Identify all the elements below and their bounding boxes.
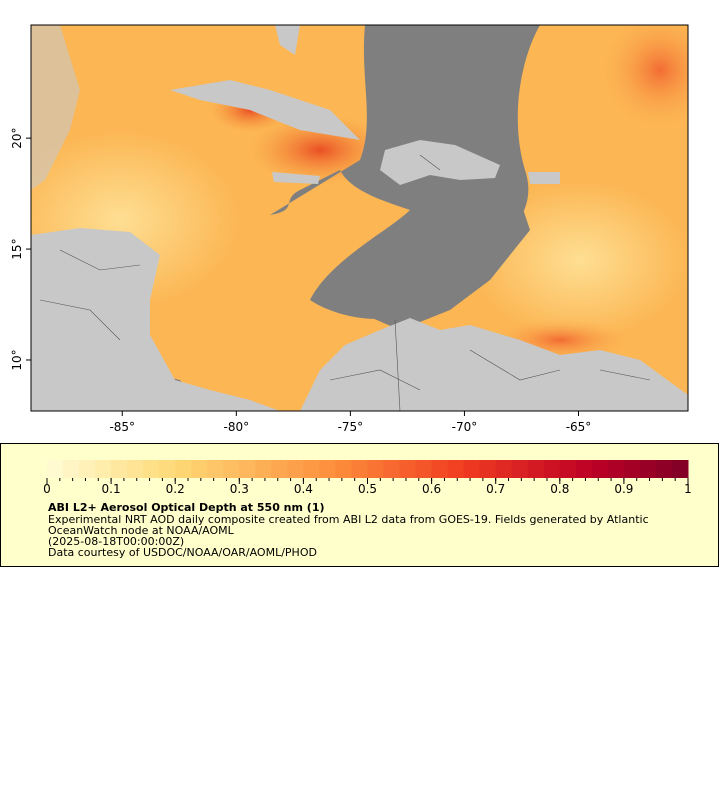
colorbar-swatch — [255, 460, 272, 478]
colorbar-swatch — [431, 460, 449, 478]
colorbar-tick-label: 0 — [43, 482, 51, 496]
land — [31, 228, 280, 411]
colorbar-swatch — [319, 460, 336, 478]
colorbar-swatch — [623, 460, 641, 478]
legend-line: OceanWatch node at NOAA/AOML — [48, 524, 235, 537]
colorbar-swatch — [111, 460, 128, 478]
colorbar-swatch — [559, 460, 577, 478]
colorbar-tick-label: 0.5 — [358, 482, 377, 496]
colorbar-swatch — [47, 460, 64, 478]
colorbar-swatch — [95, 460, 112, 478]
colorbar-swatch — [63, 460, 80, 478]
y-tick-label: 20° — [10, 127, 24, 148]
colorbar-swatch — [175, 460, 192, 478]
colorbar-swatch — [191, 460, 208, 478]
colorbar-swatch — [639, 460, 657, 478]
colorbar-swatch — [447, 460, 465, 478]
colorbar-tick-label: 0.3 — [230, 482, 249, 496]
colorbar-swatch — [511, 460, 529, 478]
land — [31, 25, 80, 190]
x-tick-label: -80° — [224, 420, 250, 434]
land — [170, 25, 360, 140]
colorbar-swatch — [335, 460, 352, 478]
colorbar-swatch — [655, 460, 673, 478]
colorbar-swatch — [159, 460, 176, 478]
colorbar-tick-label: 0.4 — [294, 482, 313, 496]
colorbar-tick-label: 0.1 — [102, 482, 121, 496]
legend-line: Experimental NRT AOD daily composite cre… — [48, 513, 649, 526]
borders — [39, 154, 651, 411]
colorbar-swatch — [463, 460, 481, 478]
colorbar-swatch — [479, 460, 497, 478]
map-field — [31, 25, 688, 411]
colorbar-tick-label: 0.2 — [166, 482, 185, 496]
colorbar-swatch — [671, 460, 689, 478]
y-tick-label: 10° — [10, 349, 24, 370]
legend-line: (2025-08-18T00:00:00Z) — [48, 535, 184, 548]
colorbar-swatch — [383, 460, 401, 478]
colorbar-swatch — [143, 460, 160, 478]
colorbar-swatch — [607, 460, 625, 478]
colorbar-tick-label: 0.6 — [422, 482, 441, 496]
colorbar-tick-label: 1 — [684, 482, 692, 496]
colorbar-swatch — [367, 460, 385, 478]
colorbar-tick-label: 0.8 — [550, 482, 569, 496]
colorbar-swatch — [239, 460, 256, 478]
colorbar-swatch — [575, 460, 593, 478]
colorbar-swatch — [207, 460, 224, 478]
land — [272, 140, 560, 185]
x-tick-label: -85° — [109, 420, 135, 434]
legend-title: ABI L2+ Aerosol Optical Depth at 550 nm … — [48, 501, 325, 514]
colorbar-swatch — [223, 460, 240, 478]
colorbar-tick-label: 0.7 — [486, 482, 505, 496]
colorbar-swatch — [527, 460, 545, 478]
map-frame — [30, 24, 689, 412]
legend-line: Data courtesy of USDOC/NOAA/OAR/AOML/PHO… — [48, 546, 317, 559]
y-tick-label: 15° — [10, 238, 24, 259]
colorbar-swatch — [271, 460, 288, 478]
colorbar-swatch — [303, 460, 320, 478]
colorbar-swatch — [127, 460, 144, 478]
colorbar-swatch — [495, 460, 513, 478]
colorbar-swatch — [543, 460, 561, 478]
x-tick-label: -70° — [452, 420, 478, 434]
x-tick-label: -65° — [566, 420, 592, 434]
colorbar-swatch — [79, 460, 96, 478]
no-data — [330, 200, 530, 330]
colorbar-swatch — [399, 460, 417, 478]
colorbar-swatch — [351, 460, 368, 478]
colorbar-swatch — [591, 460, 609, 478]
colorbar-swatch — [287, 460, 304, 478]
x-tick-label: -75° — [338, 420, 364, 434]
colorbar-tick-label: 0.9 — [614, 482, 633, 496]
colorbar-swatch — [415, 460, 433, 478]
